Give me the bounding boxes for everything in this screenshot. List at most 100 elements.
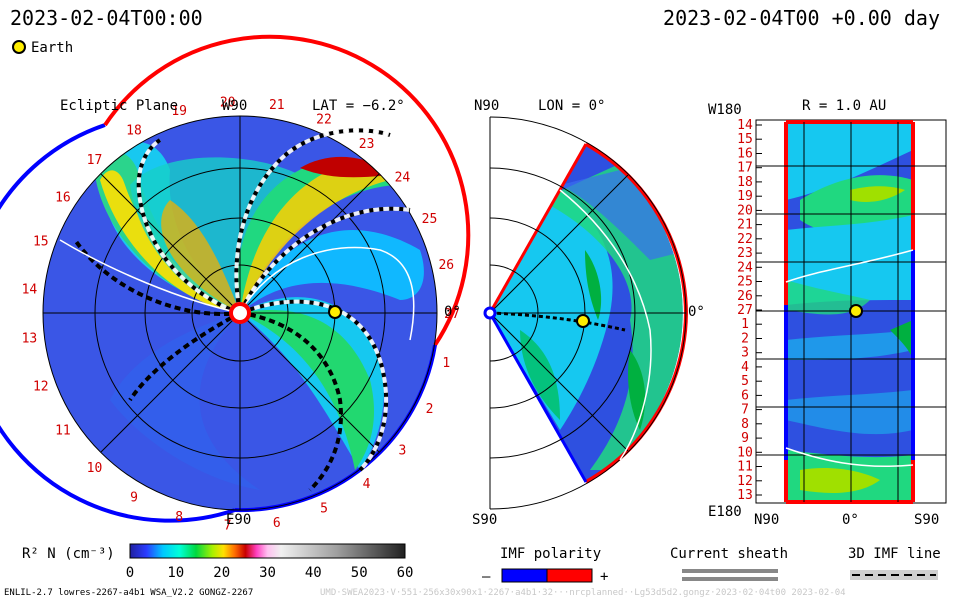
footer-run-info: UMD·SWEA2023·V·551·256x30x90x1·2267·a4b1… <box>320 588 846 598</box>
imf-polarity-legend: IMF polarity – + <box>482 546 608 585</box>
carrington-label: 22 <box>316 112 332 127</box>
colorbar-tick-label: 50 <box>351 565 368 581</box>
carrington-label: 10 <box>87 461 103 476</box>
carrington-label: 3 <box>398 443 406 458</box>
carrington-label: 11 <box>55 424 71 439</box>
ecliptic-field-lines <box>73 128 411 492</box>
carrington-label: 12 <box>33 380 49 395</box>
colorbar-label: R² N (cm⁻³) <box>22 546 115 562</box>
colorbar-tick-label: 0 <box>126 565 134 581</box>
carrington-label: 19 <box>171 104 187 119</box>
sphere-row-label: 9 <box>741 431 749 446</box>
meridional-bottom-label: S90 <box>472 512 497 528</box>
earth-marker-icon <box>12 40 26 54</box>
colorbar-ticks: 0 10 20 30 40 50 60 <box>126 565 414 581</box>
carrington-label: 8 <box>175 510 183 525</box>
sphere-row-label: 11 <box>737 460 753 475</box>
carrington-label: 6 <box>273 516 281 531</box>
carrington-label: 7 <box>224 519 232 534</box>
sphere-row-label: 1 <box>741 317 749 332</box>
sphere-row-label: 12 <box>737 474 753 489</box>
sphere-row-label: 6 <box>741 388 749 403</box>
sphere-row-labels: 1415161718192021222324252627123456789101… <box>737 118 762 503</box>
meridional-panel: N90 S90 0° LON = 0° <box>472 98 705 528</box>
meridional-lon-label: LON = 0° <box>538 98 605 114</box>
ecliptic-title: Ecliptic Plane <box>60 98 178 114</box>
earth-legend: Earth <box>12 40 73 56</box>
sphere-row-label: 26 <box>737 289 753 304</box>
sphere-x-label-n90: N90 <box>754 512 779 528</box>
meridional-grid <box>489 116 687 510</box>
carrington-label: 16 <box>55 191 71 206</box>
footer-model-info: ENLIL-2.7 lowres-2267-a4b1 WSA_V2.2 GONG… <box>4 588 254 598</box>
current-sheath-legend: Current sheath <box>670 546 788 581</box>
sphere-row-label: 5 <box>741 374 749 389</box>
carrington-label: 25 <box>422 212 438 227</box>
carrington-label: 18 <box>126 123 142 138</box>
carrington-label: 23 <box>359 137 375 152</box>
carrington-label: 13 <box>22 332 38 347</box>
imf-line-legend: 3D IMF line <box>848 546 941 580</box>
colorbar-tick-label: 60 <box>397 565 414 581</box>
sun-icon <box>229 302 251 324</box>
sphere-row-label: 21 <box>737 218 753 233</box>
sphere-row-label: 3 <box>741 346 749 361</box>
sphere-x-label-0: 0° <box>842 512 859 528</box>
ecliptic-top-label: W90 <box>222 98 247 114</box>
current-sheath-title: Current sheath <box>670 546 788 562</box>
sphere-row-label: 7 <box>741 403 749 418</box>
carrington-label: 4 <box>363 477 371 492</box>
carrington-label: 27 <box>444 307 460 322</box>
sphere-bottom-label: E180 <box>708 504 742 520</box>
sphere-row-label: 18 <box>737 175 753 190</box>
sphere-row-label: 14 <box>737 118 753 133</box>
sphere-row-label: 15 <box>737 132 753 147</box>
meridional-earth-icon <box>576 314 590 328</box>
sphere-earth-icon <box>849 304 863 318</box>
colorbar-tick-label: 20 <box>213 565 230 581</box>
sphere-row-label: 8 <box>741 417 749 432</box>
sphere-row-label: 17 <box>737 161 753 176</box>
meridional-top-label: N90 <box>474 98 499 114</box>
carrington-label: 14 <box>22 282 38 297</box>
colorbar: R² N (cm⁻³) 0 10 20 30 40 50 60 <box>22 543 414 581</box>
ecliptic-bottom-label: E90 <box>226 512 251 528</box>
date-right: 2023-02-04T00 +0.00 day <box>663 6 940 30</box>
ecliptic-earth-icon <box>328 305 342 319</box>
sphere-title: R = 1.0 AU <box>802 98 886 114</box>
sphere-row-label: 25 <box>737 275 753 290</box>
date-left: 2023-02-04T00:00 <box>10 6 203 30</box>
sphere-panel: 1415161718192021222324252627123456789101… <box>708 98 947 528</box>
carrington-label: 24 <box>395 171 411 186</box>
sphere-row-label: 23 <box>737 246 753 261</box>
ecliptic-positive-polarity <box>103 34 471 347</box>
imf-minus-label: – <box>482 569 491 585</box>
colorbar-tick-label: 10 <box>167 565 184 581</box>
ecliptic-right-label: 0° <box>444 304 461 320</box>
sphere-row-label: 4 <box>741 360 749 375</box>
carrington-label: 5 <box>320 502 328 517</box>
carrington-label: 15 <box>33 235 49 250</box>
ecliptic-negative-polarity <box>0 123 236 523</box>
sphere-row-label: 20 <box>737 203 753 218</box>
sphere-top-label: W180 <box>708 102 742 118</box>
sphere-row-label: 22 <box>737 232 753 247</box>
imf-polarity-title: IMF polarity <box>500 546 601 562</box>
colorbar-tick-label: 40 <box>305 565 322 581</box>
sphere-row-label: 24 <box>737 260 753 275</box>
imf-plus-label: + <box>600 569 608 585</box>
sphere-row-label: 10 <box>737 445 753 460</box>
sphere-row-label: 16 <box>737 147 753 162</box>
colorbar-tick-label: 30 <box>259 565 276 581</box>
sphere-row-label: 19 <box>737 189 753 204</box>
sphere-row-label: 2 <box>741 332 749 347</box>
sphere-row-label: 27 <box>737 303 753 318</box>
carrington-label: 17 <box>87 153 103 168</box>
colorbar-gradient <box>129 543 406 559</box>
carrington-label: 21 <box>269 98 285 113</box>
carrington-label: 2 <box>426 402 434 417</box>
carrington-label: 20 <box>220 95 236 110</box>
